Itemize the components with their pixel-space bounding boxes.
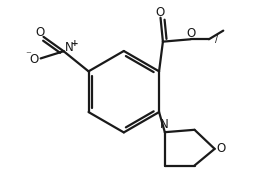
Text: +: +: [71, 39, 79, 48]
Text: /: /: [215, 34, 218, 44]
Text: N: N: [160, 118, 169, 131]
Text: ⁻: ⁻: [26, 50, 32, 60]
Text: O: O: [29, 53, 39, 66]
Text: O: O: [35, 26, 44, 39]
Text: O: O: [155, 6, 164, 19]
Text: O: O: [216, 142, 226, 155]
Text: O: O: [187, 27, 196, 40]
Text: N: N: [64, 41, 73, 54]
